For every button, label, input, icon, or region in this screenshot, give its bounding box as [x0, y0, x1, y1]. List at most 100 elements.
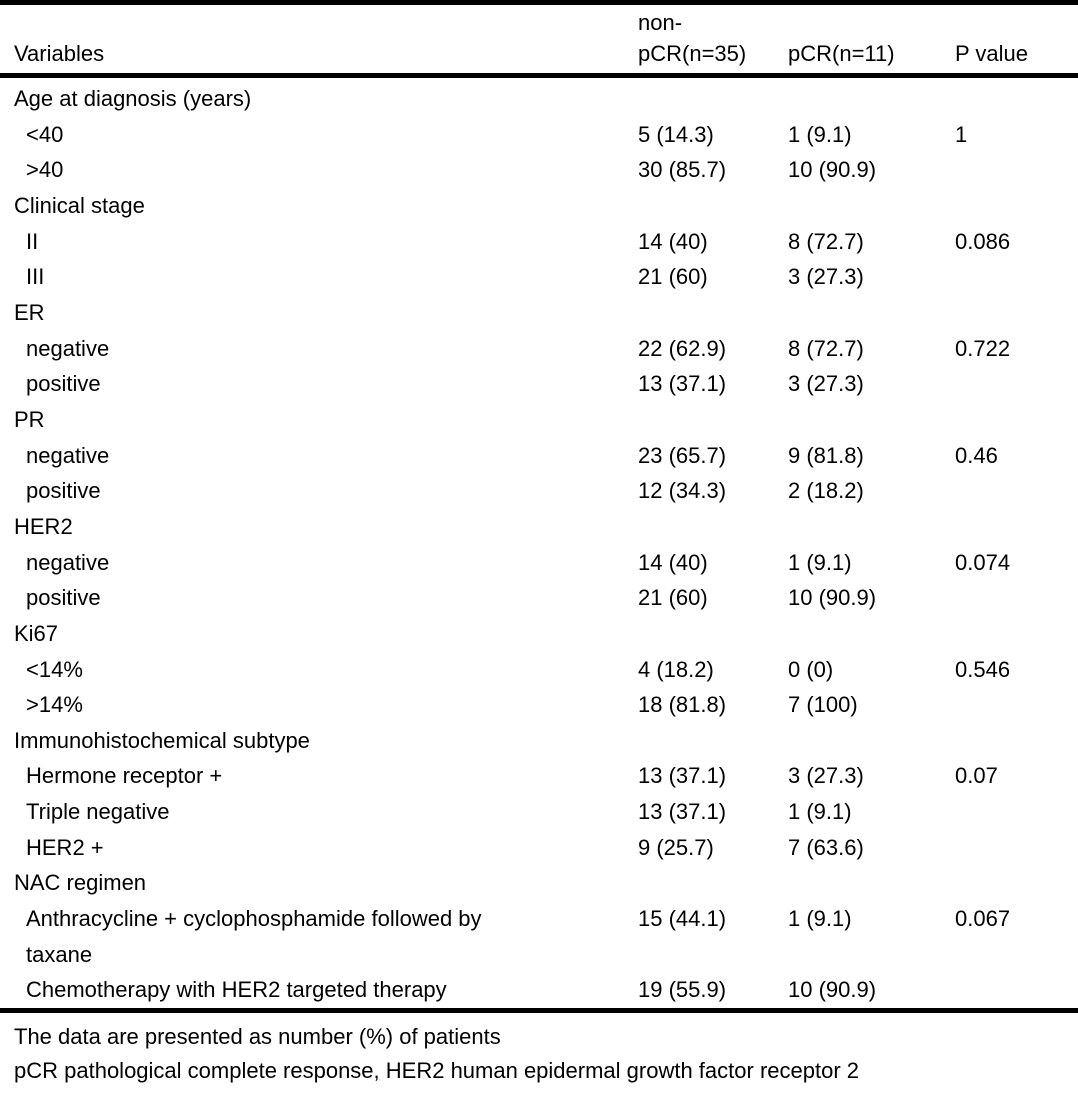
cell-pcr [788, 865, 955, 901]
table-item-row: positive 21 (60) 10 (90.9) [0, 580, 1078, 616]
table-item-row: positive 13 (37.1) 3 (27.3) [0, 366, 1078, 402]
cell-p-value [955, 830, 1078, 866]
cell-p-value [955, 687, 1078, 723]
cell-pcr: 3 (27.3) [788, 763, 864, 789]
row-label: Chemotherapy with HER2 targeted therapy [26, 977, 447, 1003]
cell-p-value: 0.722 [955, 335, 1011, 361]
cell-pcr: 2 (18.2) [788, 478, 864, 504]
col-header-pcr: pCR(n=11) [788, 2, 955, 78]
table-section-row: HER2 [0, 509, 1078, 545]
cell-p-value [955, 295, 1078, 331]
cell-pcr: 8 (72.7) [788, 228, 864, 254]
cell-p-value: 0.546 [955, 656, 1011, 682]
cell-pcr [788, 616, 955, 652]
clinical-characteristics-table: Variables non- pCR(n=35) pCR(n=11) P val… [0, 0, 1078, 1014]
row-label: >40 [26, 157, 64, 183]
row-label: III [26, 264, 45, 290]
row-label: NAC regimen [14, 870, 147, 896]
row-label: Clinical stage [14, 192, 145, 218]
cell-pcr [788, 295, 955, 331]
cell-p-value [955, 366, 1078, 402]
cell-p-value [955, 723, 1078, 759]
table-item-row: Hermone receptor + 13 (37.1) 3 (27.3) 0.07 [0, 758, 1078, 794]
cell-p-value [955, 76, 1078, 117]
row-label: >14% [26, 692, 83, 718]
cell-non-pcr: 23 (65.7) [638, 442, 727, 468]
col-header-variables: Variables [0, 2, 638, 78]
row-label: positive [26, 478, 101, 504]
table-item-row: >14% 18 (81.8) 7 (100) [0, 687, 1078, 723]
table-item-row: positive 12 (34.3) 2 (18.2) [0, 473, 1078, 509]
cell-pcr: 0 (0) [788, 656, 834, 682]
cell-p-value [955, 152, 1078, 188]
cell-non-pcr: 18 (81.8) [638, 692, 727, 718]
row-label: ER [14, 299, 45, 325]
table-section-row: Clinical stage [0, 188, 1078, 224]
cell-p-value [955, 259, 1078, 295]
cell-non-pcr: 14 (40) [638, 228, 708, 254]
table-body: Age at diagnosis (years) <40 5 (14.3) 1 (9.… [0, 76, 1078, 1011]
cell-non-pcr [638, 402, 788, 438]
cell-pcr: 10 (90.9) [788, 585, 877, 611]
table-section-row: NAC regimen [0, 865, 1078, 901]
cell-non-pcr: 4 (18.2) [638, 656, 714, 682]
cell-p-value [955, 616, 1078, 652]
cell-pcr: 1 (9.1) [788, 906, 852, 932]
cell-pcr: 3 (27.3) [788, 264, 864, 290]
cell-pcr [788, 509, 955, 545]
cell-non-pcr: 15 (44.1) [638, 906, 727, 932]
cell-non-pcr: 13 (37.1) [638, 371, 727, 397]
cell-p-value: 0.07 [955, 763, 998, 789]
cell-pcr: 1 (9.1) [788, 121, 852, 147]
table-section-row: PR [0, 402, 1078, 438]
footnote-abbreviations: pCR pathological complete response, HER2… [14, 1058, 859, 1084]
cell-non-pcr: 9 (25.7) [638, 834, 714, 860]
table-item-row: III 21 (60) 3 (27.3) [0, 259, 1078, 295]
table-item-row: negative 14 (40) 1 (9.1) 0.074 [0, 545, 1078, 581]
cell-p-value [955, 402, 1078, 438]
cell-p-value [955, 794, 1078, 830]
row-label: Immunohistochemical subtype [14, 727, 310, 753]
cell-non-pcr: 21 (60) [638, 585, 708, 611]
cell-non-pcr: 5 (14.3) [638, 121, 714, 147]
cell-non-pcr: 22 (62.9) [638, 335, 727, 361]
table-item-row: negative 23 (65.7) 9 (81.8) 0.46 [0, 438, 1078, 474]
header-row: Variables non- pCR(n=35) pCR(n=11) P val… [0, 2, 1078, 78]
table-section-row: Ki67 [0, 616, 1078, 652]
table-section-row: Age at diagnosis (years) [0, 76, 1078, 117]
table-item-row: II 14 (40) 8 (72.7) 0.086 [0, 224, 1078, 260]
cell-non-pcr [638, 616, 788, 652]
cell-pcr [788, 402, 955, 438]
cell-non-pcr: 19 (55.9) [638, 977, 727, 1003]
cell-non-pcr [638, 723, 788, 759]
cell-non-pcr: 30 (85.7) [638, 157, 727, 183]
table-item-row: <14% 4 (18.2) 0 (0) 0.546 [0, 652, 1078, 688]
table-footnotes: The data are presented as number (%) of … [0, 1020, 1078, 1088]
row-label: Ki67 [14, 620, 59, 646]
cell-p-value [955, 580, 1078, 616]
col-header-p-value: P value [955, 2, 1078, 78]
row-label: Triple negative [26, 799, 170, 825]
table-item-row: Triple negative 13 (37.1) 1 (9.1) [0, 794, 1078, 830]
table-item-row: negative 22 (62.9) 8 (72.7) 0.722 [0, 331, 1078, 367]
cell-pcr: 10 (90.9) [788, 977, 877, 1003]
row-label: PR [14, 406, 45, 432]
row-label: II [26, 228, 39, 254]
col-header-non-pcr: non- pCR(n=35) [638, 2, 788, 78]
row-label: HER2 [14, 513, 73, 539]
cell-pcr [788, 188, 955, 224]
table-item-row: >40 30 (85.7) 10 (90.9) [0, 152, 1078, 188]
cell-non-pcr: 13 (37.1) [638, 763, 727, 789]
row-label: <14% [26, 656, 83, 682]
cell-non-pcr: 12 (34.3) [638, 478, 727, 504]
row-label: Age at diagnosis (years) [14, 86, 252, 111]
cell-pcr: 10 (90.9) [788, 157, 877, 183]
cell-p-value [955, 188, 1078, 224]
row-label: HER2 + [26, 834, 104, 860]
row-label: Anthracycline + cyclophosphamide followe… [26, 906, 482, 967]
cell-pcr: 1 (9.1) [788, 799, 852, 825]
table-item-row: Anthracycline + cyclophosphamide followe… [0, 901, 1078, 972]
cell-non-pcr [638, 865, 788, 901]
row-label: positive [26, 585, 101, 611]
table-section-row: ER [0, 295, 1078, 331]
